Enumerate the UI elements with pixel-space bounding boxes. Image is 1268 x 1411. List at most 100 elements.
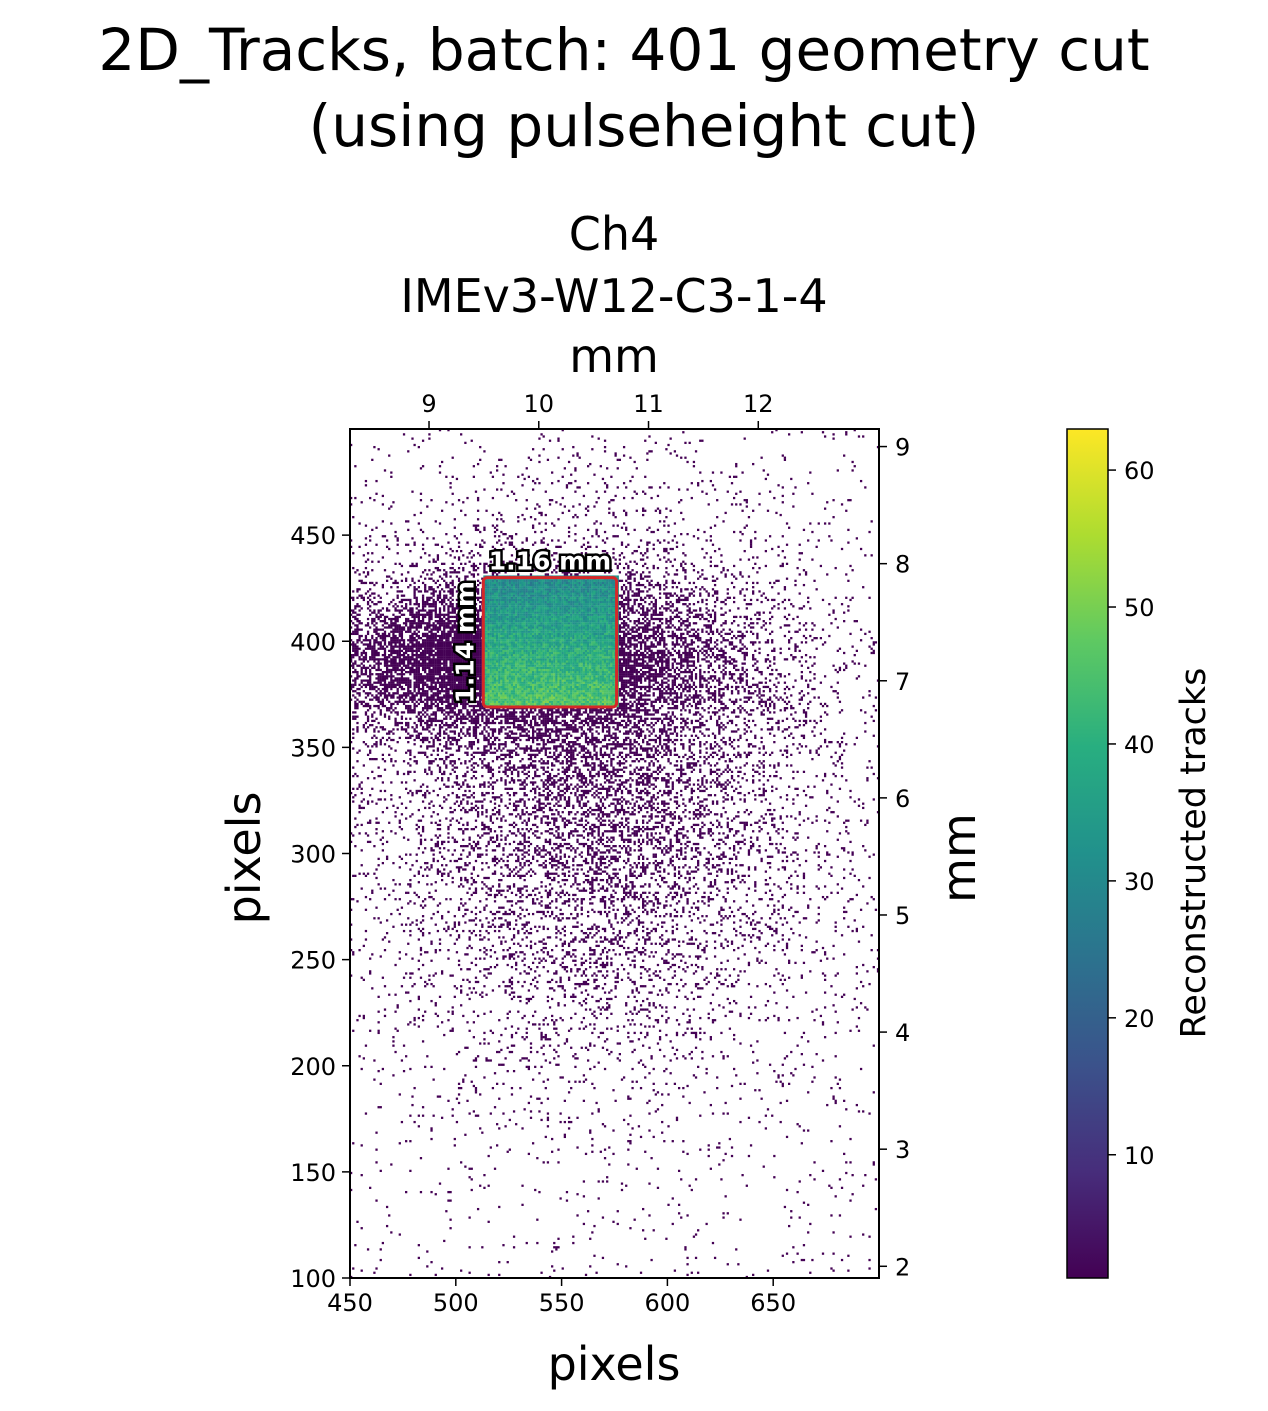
heatmap-cell xyxy=(396,687,399,691)
heatmap-cell xyxy=(443,649,446,653)
heatmap-cell xyxy=(483,968,486,971)
heatmap-cell xyxy=(470,743,473,746)
heatmap-cell xyxy=(411,579,414,582)
heatmap-cell xyxy=(464,622,467,625)
heatmap-cell xyxy=(498,660,501,663)
heatmap-cell xyxy=(472,673,475,676)
heatmap-cell xyxy=(451,711,454,714)
heatmap-cell xyxy=(394,993,397,996)
heatmap-cell xyxy=(479,600,482,604)
heatmap-cell xyxy=(453,760,456,763)
heatmap-cell xyxy=(356,617,359,621)
heatmap-cell xyxy=(388,668,391,672)
heatmap-cell xyxy=(392,658,395,661)
heatmap-cell xyxy=(460,634,463,638)
heatmap-cell xyxy=(405,647,408,650)
heatmap-cell xyxy=(491,808,495,812)
heatmap-cell xyxy=(460,808,463,812)
heatmap-cell xyxy=(468,698,471,701)
heatmap-cell xyxy=(487,893,490,897)
heatmap-cell xyxy=(462,845,465,848)
heatmap-cell xyxy=(474,670,478,674)
heatmap-cell xyxy=(400,828,404,831)
heatmap-cell xyxy=(385,919,389,922)
heatmap-cell xyxy=(466,1046,469,1049)
heatmap-cell xyxy=(402,728,406,731)
heatmap-cell xyxy=(496,662,499,665)
heatmap-cell xyxy=(474,569,478,572)
heatmap-cell xyxy=(405,520,408,523)
heatmap-cell xyxy=(381,639,385,642)
heatmap-cell xyxy=(396,728,399,731)
heatmap-cell xyxy=(474,842,478,846)
heatmap-cell xyxy=(470,549,473,553)
heatmap-cell xyxy=(460,902,463,905)
heatmap-cell xyxy=(373,1059,376,1062)
heatmap-cell xyxy=(409,815,412,818)
heatmap-cell xyxy=(434,639,437,642)
heatmap-cell xyxy=(375,632,378,636)
heatmap-cell xyxy=(485,624,488,627)
heatmap-cell xyxy=(421,613,425,616)
heatmap-cell xyxy=(476,692,480,695)
heatmap-cell xyxy=(352,685,355,689)
heatmap-cell xyxy=(476,658,480,661)
heatmap-cell xyxy=(443,622,446,625)
heatmap-cell xyxy=(407,736,410,740)
heatmap-cell xyxy=(489,766,492,769)
heatmap-cell xyxy=(364,685,368,689)
heatmap-cell xyxy=(362,1016,365,1020)
heatmap-cell xyxy=(377,647,380,650)
heatmap-cell xyxy=(419,840,423,844)
heatmap-cell xyxy=(498,458,501,461)
heatmap-cell xyxy=(464,579,467,582)
heatmap-cell xyxy=(350,632,353,636)
heatmap-cell xyxy=(483,785,486,788)
heatmap-cell xyxy=(445,741,448,744)
heatmap-cell xyxy=(417,872,420,875)
heatmap-cell xyxy=(364,479,368,483)
heatmap-cell xyxy=(455,630,459,633)
heatmap-cell xyxy=(421,815,425,818)
heatmap-cell xyxy=(474,607,478,610)
heatmap-cell xyxy=(415,923,418,926)
heatmap-cell xyxy=(445,475,448,478)
heatmap-cell xyxy=(451,658,454,661)
heatmap-cell xyxy=(487,579,490,582)
heatmap-cell xyxy=(430,999,433,1003)
heatmap-cell xyxy=(498,583,501,587)
heatmap-cell xyxy=(496,675,499,678)
heatmap-cell xyxy=(430,942,433,945)
heatmap-cell xyxy=(430,499,433,502)
heatmap-cell xyxy=(487,734,490,737)
heatmap-cell xyxy=(432,849,435,852)
heatmap-cell xyxy=(430,849,433,852)
heatmap-cell xyxy=(377,766,380,769)
heatmap-cell xyxy=(426,637,429,640)
heatmap-cell xyxy=(432,804,435,807)
heatmap-cell xyxy=(447,832,450,835)
heatmap-cell xyxy=(472,562,475,565)
heatmap-cell xyxy=(436,704,440,708)
heatmap-cell xyxy=(417,615,420,619)
heatmap-cell xyxy=(432,641,435,644)
heatmap-cell xyxy=(470,664,473,667)
heatmap-cell xyxy=(472,670,475,674)
heatmap-cell xyxy=(392,613,395,616)
heatmap-cell xyxy=(485,736,488,740)
heatmap-cell xyxy=(407,709,410,712)
heatmap-cell xyxy=(460,730,463,733)
heatmap-cell xyxy=(449,762,452,765)
heatmap-cell xyxy=(436,823,440,827)
heatmap-cell xyxy=(470,991,473,994)
heatmap-cell xyxy=(396,702,399,706)
heatmap-cell xyxy=(415,660,418,663)
heatmap-cell xyxy=(379,887,382,890)
heatmap-cell xyxy=(449,687,452,691)
heatmap-cell xyxy=(487,673,490,676)
heatmap-cell xyxy=(354,772,357,776)
heatmap-cell xyxy=(483,936,486,939)
heatmap-cell xyxy=(496,749,499,752)
heatmap-cell xyxy=(396,537,399,540)
heatmap-cell xyxy=(390,1163,393,1166)
